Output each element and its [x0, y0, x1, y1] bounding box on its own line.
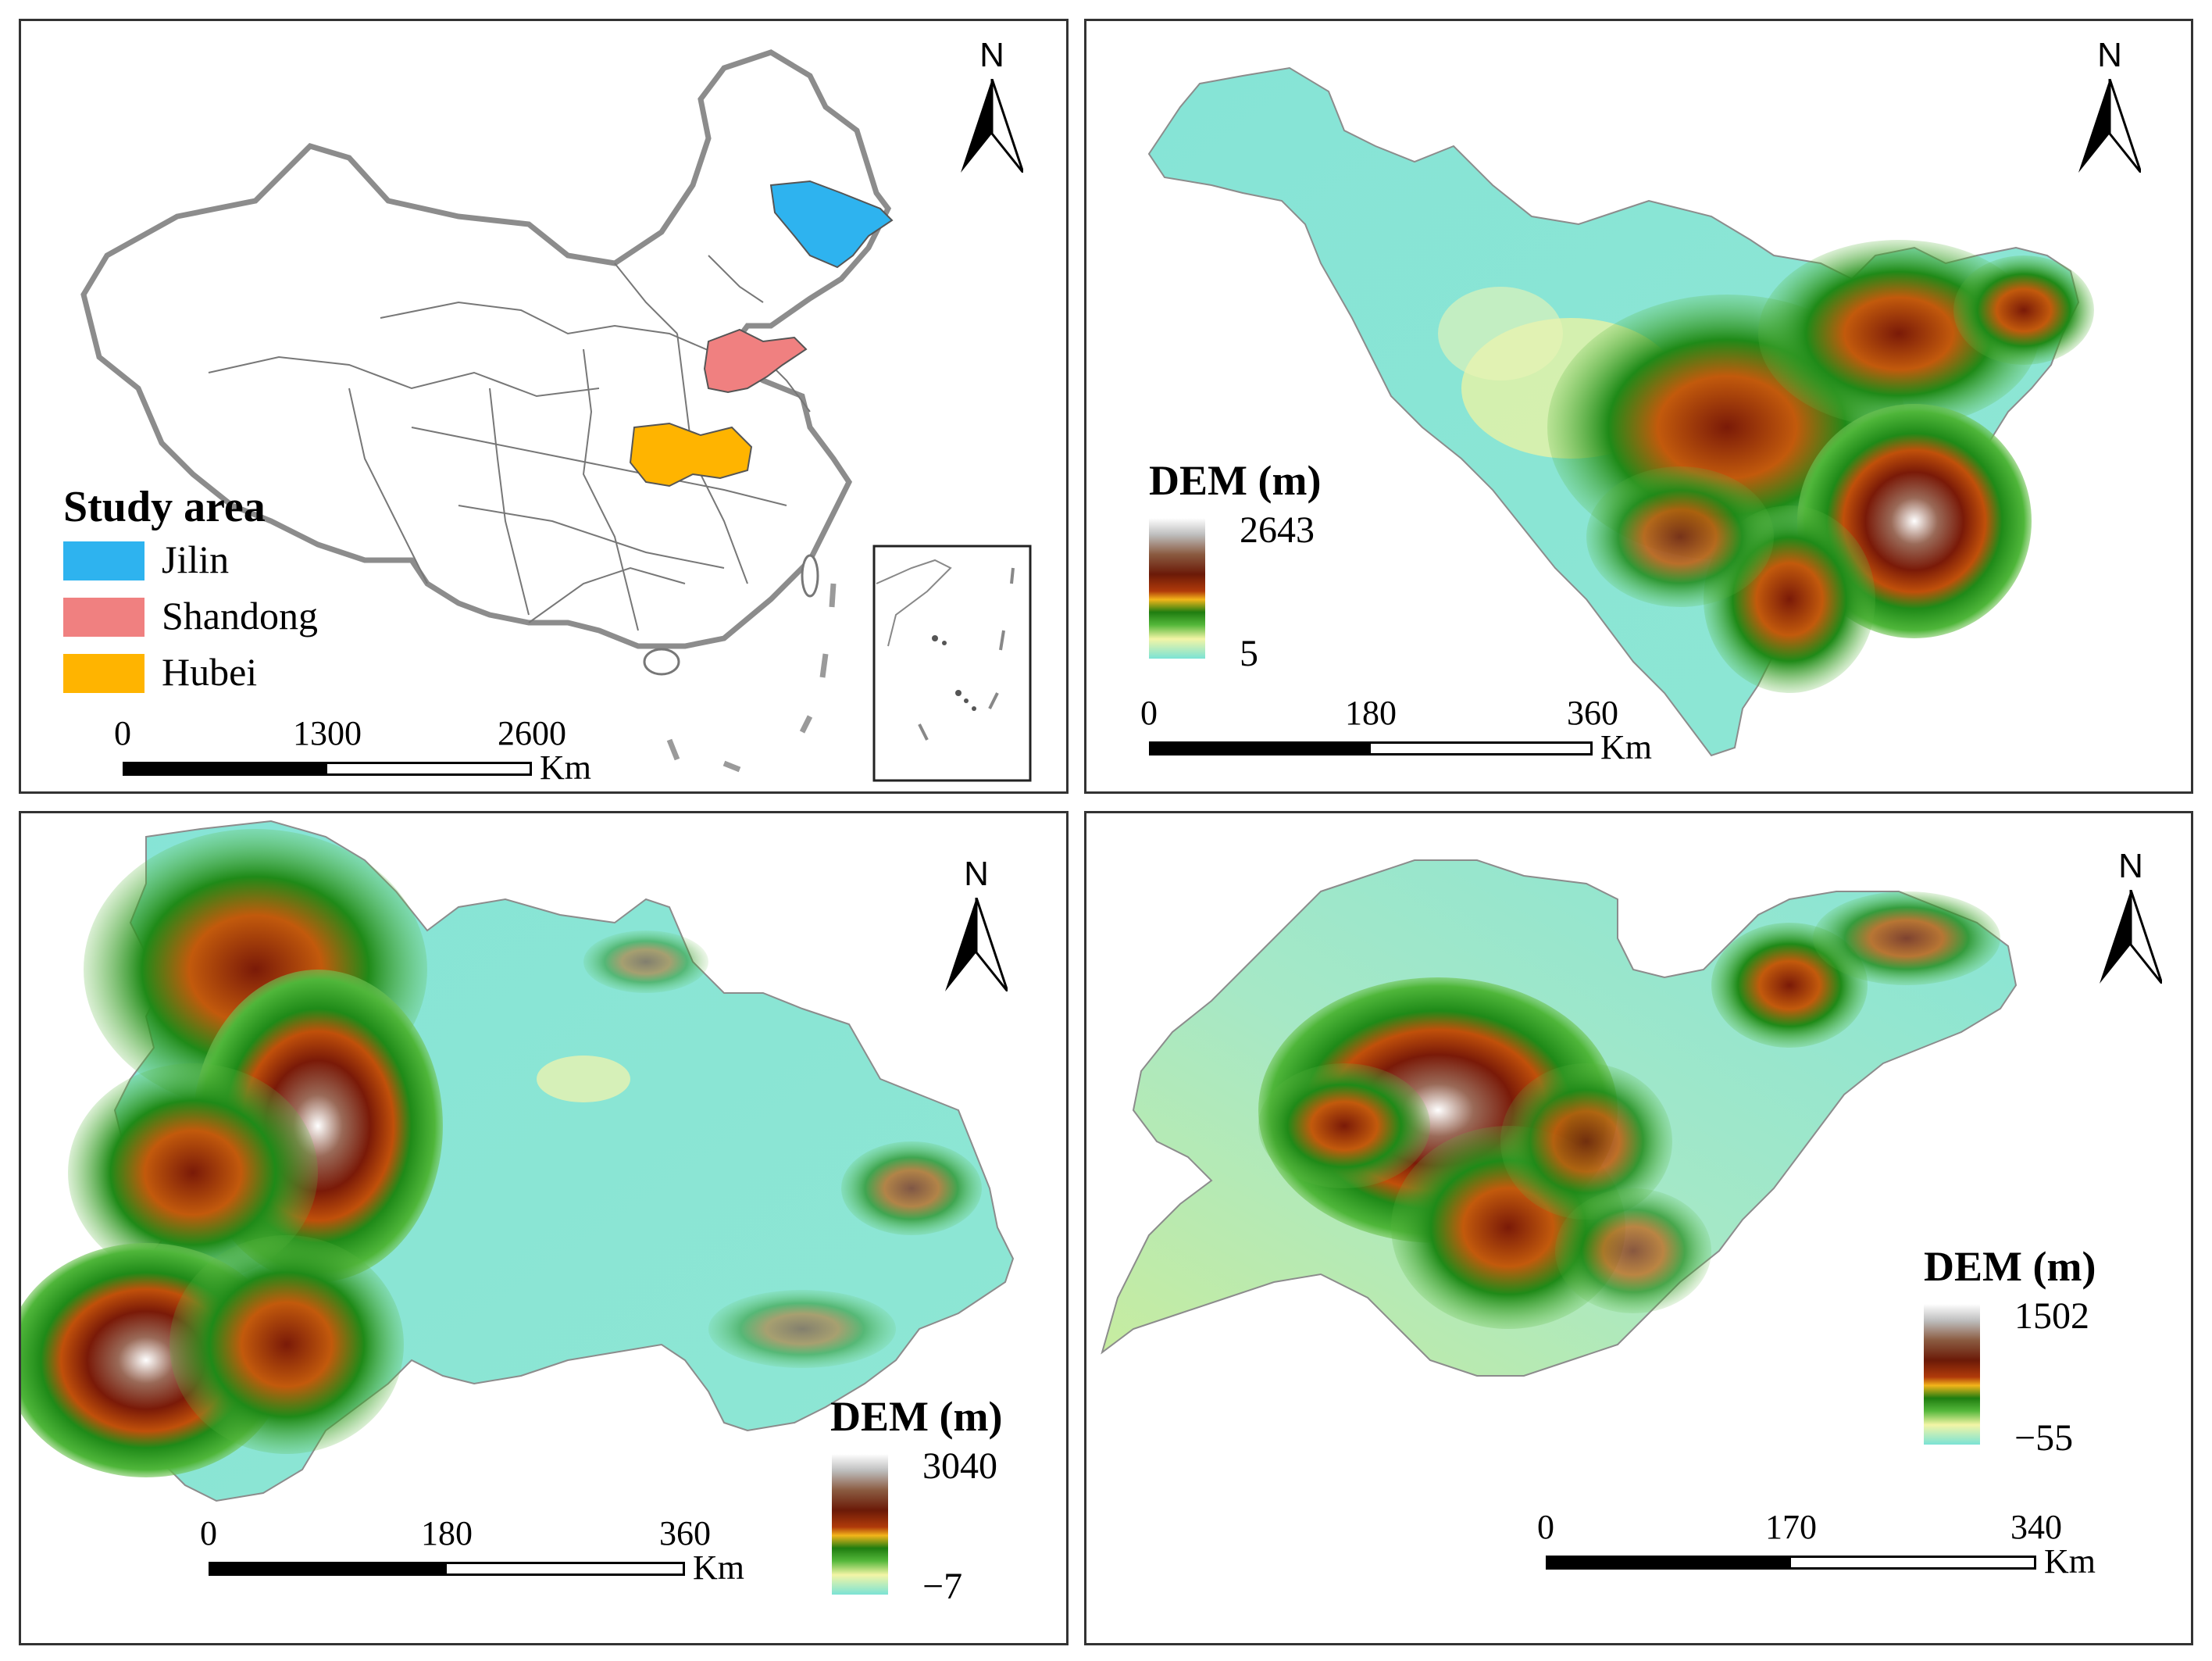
scale-tick-0: 0 [200, 1514, 217, 1552]
legend-item-jilin: Jilin [63, 530, 266, 587]
hubei-dem-panel: N DEM (m) 3040 −7 0 180 360 Km [19, 811, 1069, 1645]
scale-tick-1: 1300 [293, 714, 362, 752]
scale-bar: 0 1300 2600 Km [114, 714, 591, 787]
north-arrow-icon [2100, 890, 2162, 984]
jilin-swatch [63, 541, 144, 580]
province-boundaries [208, 255, 811, 631]
dem-min-label: −7 [922, 1566, 963, 1607]
study-area-legend: Study area Jilin Shandong Hubei [63, 483, 318, 699]
dem-color-ramp [1924, 1304, 1980, 1445]
scale-tick-0: 0 [1140, 694, 1158, 732]
scale-unit: Km [2044, 1542, 2096, 1581]
shandong-region [703, 328, 808, 394]
dem-legend-title: DEM (m) [1924, 1243, 2096, 1290]
dem-legend-title: DEM (m) [1149, 457, 1322, 504]
hainan-island [643, 648, 680, 676]
china-locator-panel: N Study area Jilin Shandong Hubei 0 1300… [19, 19, 1069, 794]
scale-unit: Km [693, 1548, 744, 1587]
dem-legend-title: DEM (m) [830, 1393, 1003, 1440]
north-arrow: N [2075, 36, 2145, 173]
hubei-dem-map [21, 820, 1015, 1502]
legend-label-jilin: Jilin [162, 538, 230, 581]
shandong-dem-map [1101, 859, 2018, 1377]
dem-max-label: 3040 [922, 1445, 997, 1487]
scale-tick-2: 360 [659, 1514, 711, 1552]
legend-item-hubei: Hubei [63, 643, 266, 699]
south-china-sea-inset [872, 545, 1032, 782]
scale-bar-graphic [209, 1562, 685, 1576]
dem-legend: DEM (m) 2643 5 [1149, 459, 1383, 701]
hubei-swatch [63, 654, 144, 693]
scale-bar-graphic [1149, 741, 1593, 755]
scale-bar: 0 180 360 Km [200, 1514, 787, 1587]
dem-legend: DEM (m) 3040 −7 [830, 1395, 1065, 1637]
north-label: N [964, 855, 989, 893]
north-label: N [2118, 847, 2143, 885]
taiwan-island [801, 554, 819, 598]
scale-tick-0: 0 [1537, 1508, 1554, 1546]
shandong-swatch [63, 598, 144, 637]
hubei-region [629, 422, 753, 488]
scale-unit: Km [1600, 728, 1652, 766]
north-arrow: N [941, 855, 1011, 991]
jilin-dem-panel: N DEM (m) 2643 5 0 180 360 Km [1084, 19, 2193, 794]
north-arrow-icon [945, 898, 1008, 991]
north-arrow-icon [961, 79, 1023, 173]
dem-color-ramp [832, 1454, 888, 1595]
scale-bar-graphic [1546, 1556, 2036, 1570]
north-arrow: N [2096, 847, 2166, 984]
jilin-dem-map [1147, 66, 2094, 757]
dem-color-ramp [1149, 518, 1205, 659]
scale-tick-1: 180 [421, 1514, 473, 1552]
jilin-region [769, 180, 894, 269]
dem-min-label: −55 [2014, 1417, 2074, 1459]
scale-bar: 0 180 360 Km [1140, 694, 1696, 766]
dem-legend: DEM (m) 1502 −55 [1924, 1245, 2182, 1487]
dem-max-label: 2643 [1240, 509, 1315, 551]
legend-label-shandong: Shandong [162, 594, 318, 638]
dem-max-label: 1502 [2014, 1295, 2089, 1337]
south-sea-dashes [666, 583, 837, 773]
legend-item-shandong: Shandong [63, 587, 318, 643]
dem-min-label: 5 [1240, 633, 1258, 674]
china-outline [80, 49, 892, 649]
north-label: N [2097, 36, 2122, 74]
north-arrow-icon [2078, 79, 2141, 173]
shandong-dem-panel: N DEM (m) 1502 −55 0 170 340 Km [1084, 811, 2193, 1645]
scale-tick-0: 0 [114, 714, 131, 752]
china-map [80, 49, 1032, 782]
scale-tick-2: 340 [2010, 1508, 2062, 1546]
legend-label-hubei: Hubei [162, 650, 258, 694]
scale-bar-graphic [123, 762, 532, 776]
north-label: N [979, 36, 1004, 74]
scale-tick-2: 2600 [498, 714, 566, 752]
scale-tick-2: 360 [1567, 694, 1618, 732]
scale-tick-1: 170 [1765, 1508, 1817, 1546]
scale-tick-1: 180 [1345, 694, 1397, 732]
scale-bar: 0 170 340 Km [1537, 1508, 2155, 1581]
study-area-legend-title: Study area [63, 483, 266, 531]
north-arrow: N [957, 36, 1027, 173]
scale-unit: Km [540, 748, 591, 787]
